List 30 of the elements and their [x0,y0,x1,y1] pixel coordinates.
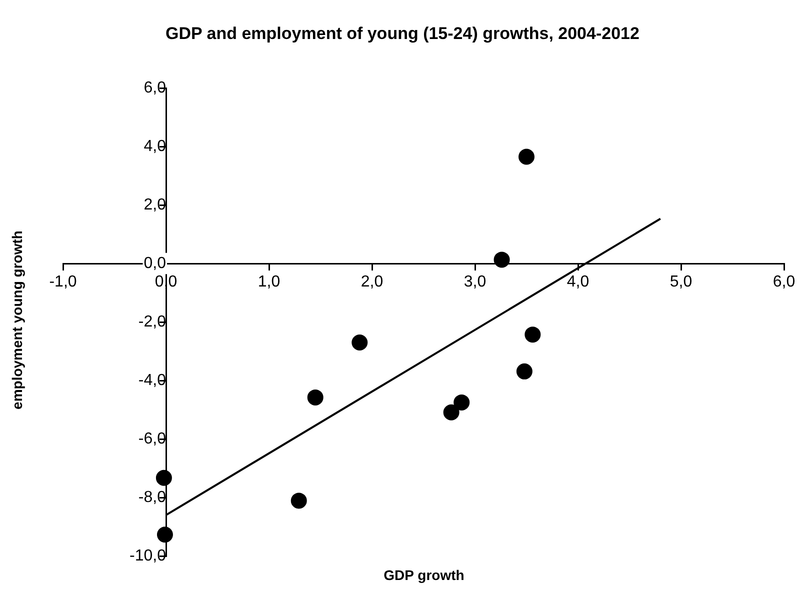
y-tick-label: -6,0 [138,430,166,448]
y-tick-label: -2,0 [138,313,166,330]
point [516,363,532,380]
x-tick-label: -1,0 [49,274,77,291]
point [443,404,460,420]
y-tick-label: 0,0 [144,254,166,272]
point [156,526,173,543]
y-axis-title: employment young growth [9,230,25,412]
point [454,394,470,410]
point [494,252,510,268]
y-tick-label: -4,0 [138,372,166,389]
x-tick-label: 4,0 [566,274,590,291]
x-tick-label: 5,0 [670,274,692,291]
point [156,470,172,486]
point [518,148,534,165]
y-tick-label: 2,0 [144,196,166,214]
point [524,326,541,343]
x-axis-title: GDP growth [382,567,466,583]
x-tick-label: 6,0 [772,274,796,291]
point [307,389,324,406]
y-tick-label: -8,0 [138,488,166,506]
x-tick-label: 3,0 [464,274,486,291]
point [352,334,368,350]
x-tick-label: 2,0 [360,274,384,291]
y-tick-label: 4,0 [144,138,166,155]
x-tick-label: 1,0 [258,274,280,291]
chart-title: GDP and employment of young (15-24) growths, 2004-2012 [164,24,640,44]
point [290,492,307,509]
y-tick-label: -10,0 [130,547,166,564]
y-tick-label: 6,0 [144,79,166,96]
